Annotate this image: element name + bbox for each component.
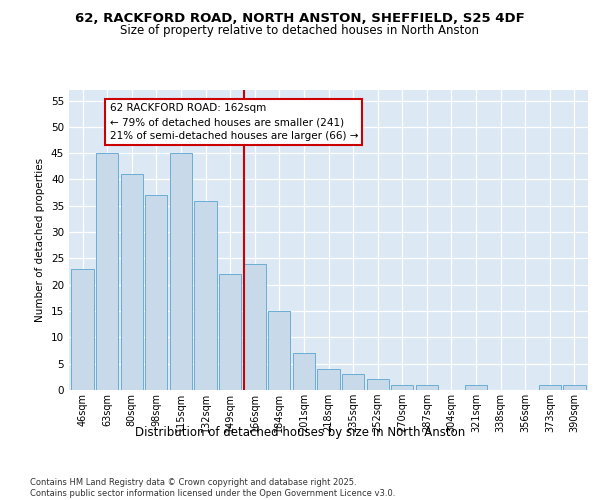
Bar xyxy=(293,353,315,390)
Bar xyxy=(465,384,487,390)
Bar xyxy=(317,369,340,390)
Bar xyxy=(391,384,413,390)
Bar xyxy=(416,384,438,390)
Text: Contains HM Land Registry data © Crown copyright and database right 2025.
Contai: Contains HM Land Registry data © Crown c… xyxy=(30,478,395,498)
Bar xyxy=(170,153,192,390)
Y-axis label: Number of detached properties: Number of detached properties xyxy=(35,158,46,322)
Bar xyxy=(342,374,364,390)
Bar xyxy=(268,311,290,390)
Bar xyxy=(563,384,586,390)
Text: 62, RACKFORD ROAD, NORTH ANSTON, SHEFFIELD, S25 4DF: 62, RACKFORD ROAD, NORTH ANSTON, SHEFFIE… xyxy=(75,12,525,26)
Bar xyxy=(145,196,167,390)
Bar xyxy=(71,269,94,390)
Bar xyxy=(219,274,241,390)
Text: Distribution of detached houses by size in North Anston: Distribution of detached houses by size … xyxy=(135,426,465,439)
Bar xyxy=(244,264,266,390)
Bar xyxy=(367,380,389,390)
Text: 62 RACKFORD ROAD: 162sqm
← 79% of detached houses are smaller (241)
21% of semi-: 62 RACKFORD ROAD: 162sqm ← 79% of detach… xyxy=(110,103,358,141)
Text: Size of property relative to detached houses in North Anston: Size of property relative to detached ho… xyxy=(121,24,479,37)
Bar xyxy=(121,174,143,390)
Bar xyxy=(539,384,561,390)
Bar xyxy=(96,153,118,390)
Bar xyxy=(194,200,217,390)
